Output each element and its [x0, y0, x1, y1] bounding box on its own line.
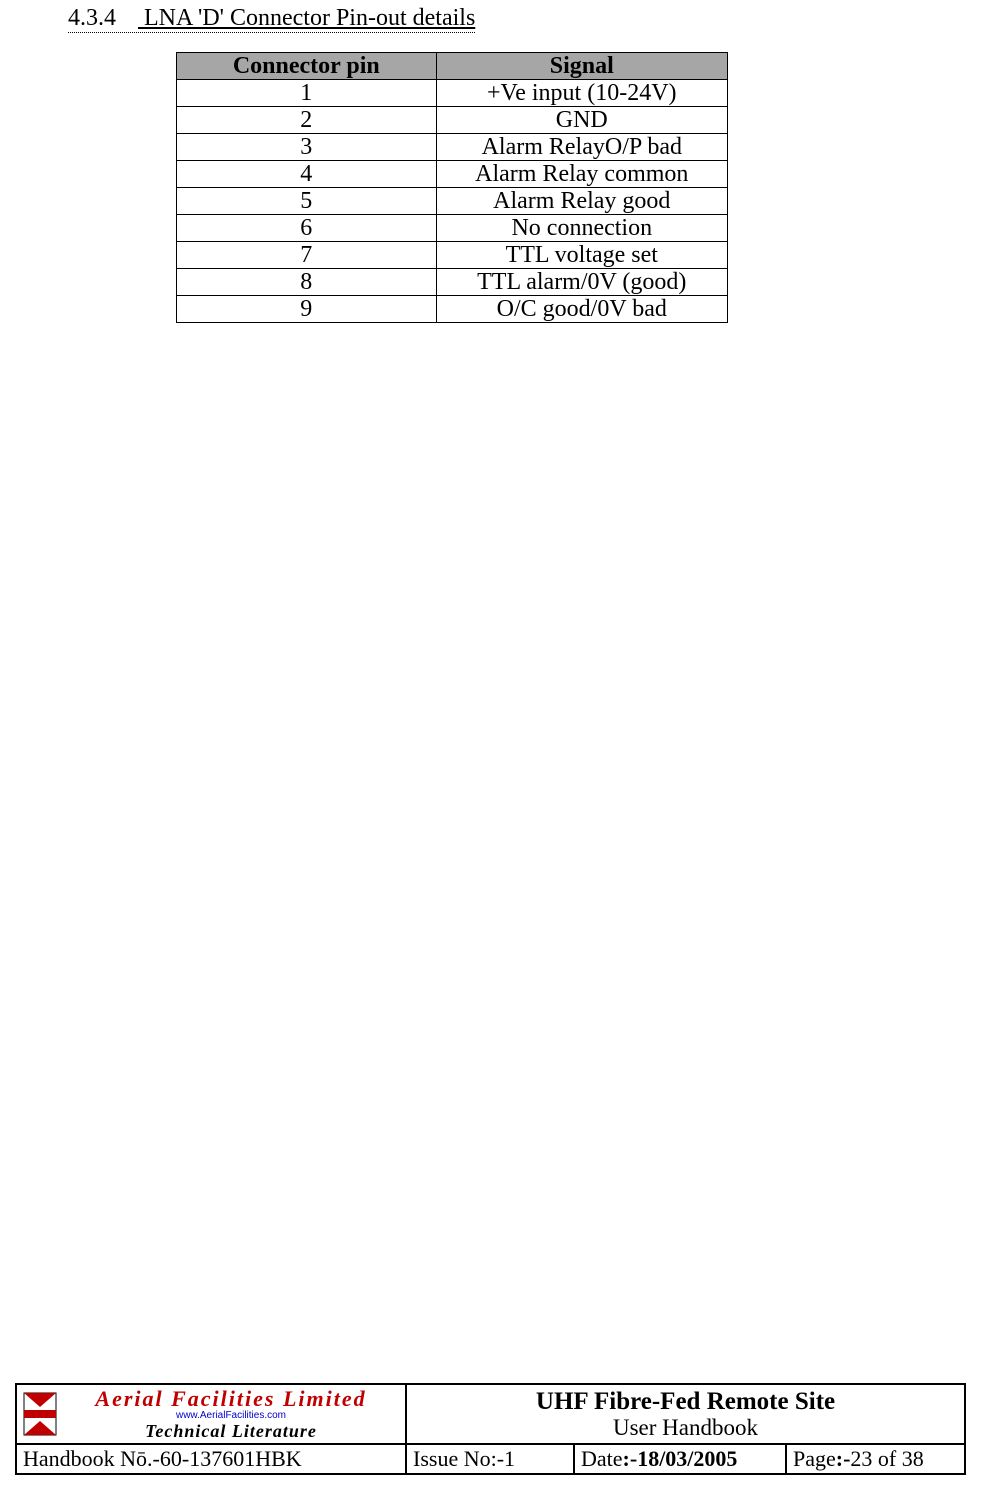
document-page: 4.3.4 LNA 'D' Connector Pin-out details …: [0, 0, 981, 1490]
section-heading: 4.3.4 LNA 'D' Connector Pin-out details: [68, 5, 475, 33]
issue-number-cell: Issue No:-1: [407, 1445, 575, 1473]
table-row: 8TTL alarm/0V (good): [177, 269, 728, 296]
cell-pin: 9: [177, 296, 437, 323]
handbook-value: 60-137601HBK: [160, 1446, 302, 1472]
date-sep: :-: [623, 1446, 638, 1472]
document-subtitle: User Handbook: [613, 1415, 758, 1440]
cell-signal: O/C good/0V bad: [436, 296, 727, 323]
logo-text-block: Aerial Facilities Limited www.AerialFaci…: [63, 1388, 399, 1440]
cell-pin: 3: [177, 134, 437, 161]
table-row: 9O/C good/0V bad: [177, 296, 728, 323]
table-row: 1+Ve input (10-24V): [177, 80, 728, 107]
handbook-number-cell: Handbook Nō.-60-137601HBK: [17, 1445, 407, 1473]
page-sep: :-: [836, 1446, 851, 1472]
table-row: 3Alarm RelayO/P bad: [177, 134, 728, 161]
table-row: 2GND: [177, 107, 728, 134]
date-value: 18/03/2005: [637, 1446, 737, 1472]
cell-signal: +Ve input (10-24V): [436, 80, 727, 107]
issue-label: Issue No:-: [413, 1446, 504, 1472]
logo-subtitle: Technical Literature: [145, 1422, 317, 1440]
cell-pin: 8: [177, 269, 437, 296]
table-row: 6No connection: [177, 215, 728, 242]
table-header-row: Connector pin Signal: [177, 53, 728, 80]
cell-signal: TTL voltage set: [436, 242, 727, 269]
cell-pin: 5: [177, 188, 437, 215]
document-title: UHF Fibre-Fed Remote Site: [536, 1388, 835, 1416]
logo-company-name: Aerial Facilities Limited: [95, 1388, 366, 1410]
column-header-signal: Signal: [436, 53, 727, 80]
page-value: 23 of 38: [850, 1446, 923, 1472]
date-cell: Date:-18/03/2005: [575, 1445, 787, 1473]
cell-signal: No connection: [436, 215, 727, 242]
cell-pin: 2: [177, 107, 437, 134]
handbook-label: Handbook Nō.-: [23, 1446, 160, 1472]
cell-pin: 6: [177, 215, 437, 242]
section-title: LNA 'D' Connector Pin-out details: [144, 5, 475, 31]
table-row: 5Alarm Relay good: [177, 188, 728, 215]
pinout-tbody: 1+Ve input (10-24V)2GND3Alarm RelayO/P b…: [177, 80, 728, 323]
cell-pin: 1: [177, 80, 437, 107]
cell-signal: GND: [436, 107, 727, 134]
company-logo: Aerial Facilities Limited www.AerialFaci…: [23, 1388, 399, 1440]
page-number-cell: Page:-23 of 38: [787, 1445, 964, 1473]
issue-value: 1: [504, 1446, 515, 1472]
cell-signal: TTL alarm/0V (good): [436, 269, 727, 296]
page-footer: Aerial Facilities Limited www.AerialFaci…: [15, 1383, 966, 1475]
document-title-cell: UHF Fibre-Fed Remote Site User Handbook: [407, 1385, 964, 1443]
logo-flag-icon: [23, 1392, 57, 1436]
logo-url: www.AerialFacilities.com: [176, 1411, 286, 1421]
page-label: Page: [793, 1446, 836, 1472]
table-row: 7TTL voltage set: [177, 242, 728, 269]
cell-signal: Alarm Relay common: [436, 161, 727, 188]
footer-bottom-row: Handbook Nō.-60-137601HBK Issue No:-1 Da…: [17, 1443, 964, 1473]
table-row: 4Alarm Relay common: [177, 161, 728, 188]
logo-cell: Aerial Facilities Limited www.AerialFaci…: [17, 1385, 407, 1443]
cell-signal: Alarm RelayO/P bad: [436, 134, 727, 161]
section-number: 4.3.4: [68, 5, 138, 32]
cell-pin: 4: [177, 161, 437, 188]
date-label: Date: [581, 1446, 623, 1472]
pinout-table: Connector pin Signal 1+Ve input (10-24V)…: [176, 52, 728, 323]
column-header-pin: Connector pin: [177, 53, 437, 80]
cell-pin: 7: [177, 242, 437, 269]
cell-signal: Alarm Relay good: [436, 188, 727, 215]
footer-top-row: Aerial Facilities Limited www.AerialFaci…: [17, 1385, 964, 1443]
